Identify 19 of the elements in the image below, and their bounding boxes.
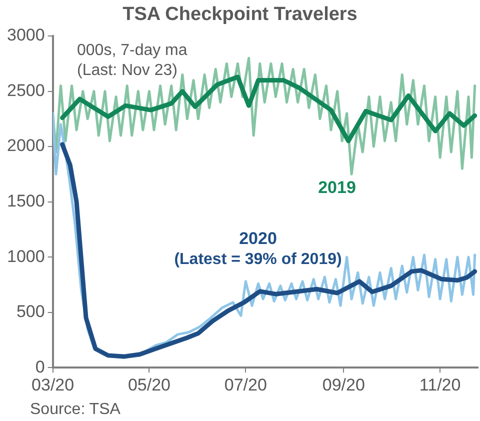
chart-title: TSA Checkpoint Travelers	[122, 4, 358, 26]
y-tick-label: 3000	[6, 26, 45, 45]
y-tick-label: 1000	[6, 246, 45, 266]
y-tick-label: 0	[35, 357, 45, 376]
x-tick-label: 03/20	[32, 375, 74, 394]
x-tick-label: 05/20	[128, 375, 171, 394]
annotation: (Latest = 39% of 2019)	[174, 251, 342, 269]
y-tick-label: 1500	[6, 191, 45, 210]
x-tick-label: 11/20	[419, 375, 461, 394]
annotation: 000s, 7-day ma	[77, 42, 188, 60]
y-tick-label: 500	[16, 302, 45, 322]
text: 2019	[318, 178, 356, 198]
y-tick-label: 2000	[6, 136, 45, 156]
x-tick-label: 09/20	[322, 375, 365, 394]
annotation: (Last: Nov 23)	[77, 62, 178, 80]
text: 2020	[239, 229, 277, 249]
y-tick-label: 2500	[6, 80, 45, 100]
source-note: Source: TSA	[30, 401, 120, 419]
x-tick-label: 07/20	[224, 375, 267, 394]
